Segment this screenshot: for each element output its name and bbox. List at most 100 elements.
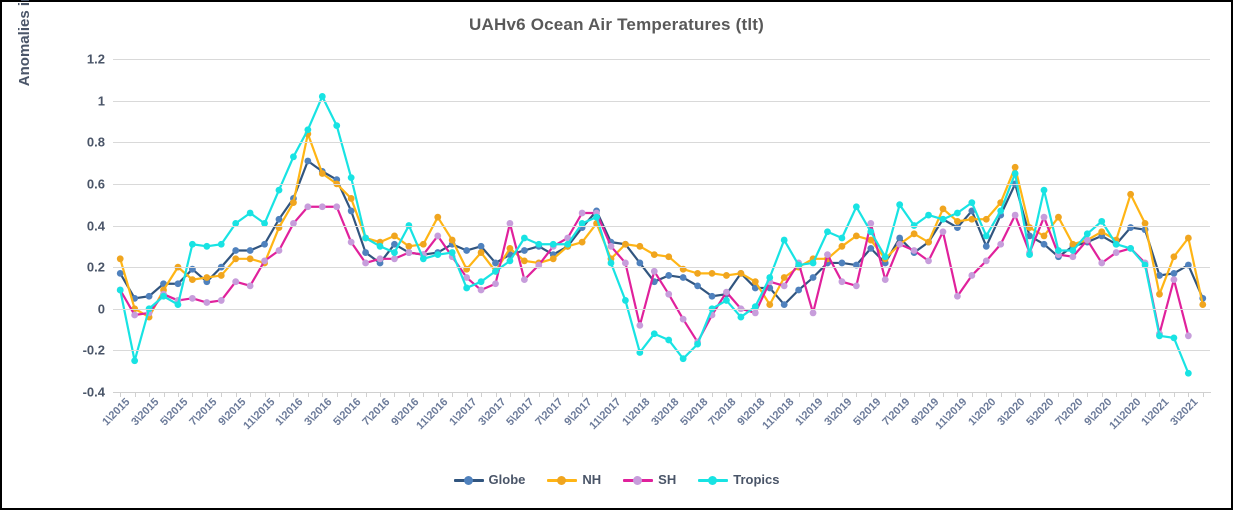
x-axis-tick-label: 1\2019 <box>793 396 826 429</box>
data-point <box>751 309 759 317</box>
x-axis-tick <box>278 392 280 397</box>
data-point <box>650 330 658 338</box>
data-point <box>968 215 976 223</box>
legend-item-sh[interactable]: SH <box>623 472 676 487</box>
data-point <box>867 244 875 252</box>
data-point <box>896 234 904 242</box>
data-point <box>131 357 139 365</box>
data-point <box>679 274 687 281</box>
x-axis-tick <box>149 392 151 397</box>
x-axis-tick <box>452 392 454 397</box>
legend-item-nh[interactable]: NH <box>547 472 601 487</box>
x-axis-tick <box>524 392 526 397</box>
x-axis-tick <box>856 392 858 397</box>
x-axis-tick-label: 1\2018 <box>620 396 653 429</box>
x-axis-tick <box>177 392 179 397</box>
x-axis-tick-label: 3\2017 <box>475 396 508 429</box>
data-point <box>665 253 673 261</box>
data-point <box>968 199 976 207</box>
data-point <box>925 257 932 265</box>
data-point <box>723 288 730 296</box>
x-axis-tick <box>870 392 872 397</box>
x-axis-tick <box>394 392 396 397</box>
x-axis-tick-label: 3\2021 <box>1168 396 1201 429</box>
legend-item-globe[interactable]: Globe <box>453 472 526 487</box>
plot-area <box>113 59 1210 393</box>
data-point <box>910 230 918 238</box>
data-point <box>780 236 788 244</box>
data-point <box>275 215 283 223</box>
data-point <box>463 284 471 292</box>
data-point <box>867 236 875 244</box>
data-point <box>376 242 384 250</box>
legend-swatch-icon <box>623 475 654 485</box>
x-axis-tick <box>1173 392 1175 397</box>
data-point <box>838 278 846 286</box>
x-axis-tick-label: 11\2016 <box>414 396 451 433</box>
data-point <box>1170 269 1178 277</box>
x-axis-tick <box>986 392 988 397</box>
data-point <box>896 240 904 248</box>
legend-item-tropics[interactable]: Tropics <box>698 472 779 487</box>
x-axis-tick <box>885 392 887 397</box>
data-point <box>1098 228 1106 236</box>
data-point <box>1156 290 1163 298</box>
data-point <box>809 274 817 281</box>
data-point <box>694 340 701 348</box>
legend-label: Globe <box>488 472 526 487</box>
x-axis-tick <box>264 392 266 397</box>
x-axis-tick <box>538 392 540 397</box>
x-axis-line <box>113 392 1211 393</box>
x-axis-tick <box>784 392 786 397</box>
data-point <box>145 292 153 300</box>
data-point <box>362 234 369 242</box>
data-point <box>665 290 673 298</box>
data-point <box>780 282 788 290</box>
data-point <box>448 236 456 244</box>
y-axis-tick-labels: 1.2 1 0.8 0.6 0.4 0.2 0 -0.2 -0.4 <box>43 52 105 400</box>
x-axis-tick <box>827 392 829 397</box>
x-axis-tick-label: 5\2016 <box>331 396 364 429</box>
x-axis-tick-label: 3\2016 <box>302 396 335 429</box>
data-point <box>116 286 124 294</box>
x-axis-tick <box>639 392 641 397</box>
data-point <box>751 303 759 311</box>
y-axis-title: Anomalies in C <box>16 0 33 87</box>
x-axis-tick <box>755 392 757 397</box>
data-point <box>217 297 225 304</box>
data-point <box>1156 272 1163 279</box>
x-axis-tick-label: 3\2019 <box>822 396 855 429</box>
data-point <box>751 278 759 286</box>
gridline <box>113 225 1210 227</box>
x-axis-tick <box>293 392 295 397</box>
data-point <box>290 153 297 161</box>
x-axis-tick-label: 11\2018 <box>760 396 797 433</box>
y-axis-tick-label: 0 <box>97 301 105 317</box>
data-point <box>506 244 514 252</box>
x-axis-tick-label: 7\2020 <box>1053 396 1086 429</box>
y-axis-tick-label: 1.2 <box>86 51 105 67</box>
x-axis-tick <box>740 392 742 397</box>
x-axis-tick <box>163 392 165 397</box>
x-axis-tick <box>120 392 122 397</box>
y-axis-tick-label: -0.4 <box>82 384 105 400</box>
data-point <box>838 259 846 267</box>
data-point <box>1141 261 1149 269</box>
x-axis-tick-label: 5\2015 <box>158 396 191 429</box>
data-point <box>1098 259 1106 267</box>
x-axis-tick <box>654 392 656 397</box>
data-point <box>246 247 254 254</box>
x-axis-tick-label: 3\2020 <box>995 396 1028 429</box>
data-point <box>925 211 932 219</box>
y-axis-tick-label: -0.2 <box>82 342 105 358</box>
x-axis-tick <box>841 392 843 397</box>
x-axis-tick <box>971 392 973 397</box>
data-point <box>463 247 471 254</box>
x-axis-tick-label: 7\2019 <box>879 396 913 429</box>
x-axis-tick-label: 5\2019 <box>850 396 884 429</box>
x-axis-tick <box>1159 392 1161 397</box>
gridline <box>113 59 1210 60</box>
data-point <box>318 203 326 211</box>
data-point <box>1026 232 1033 240</box>
